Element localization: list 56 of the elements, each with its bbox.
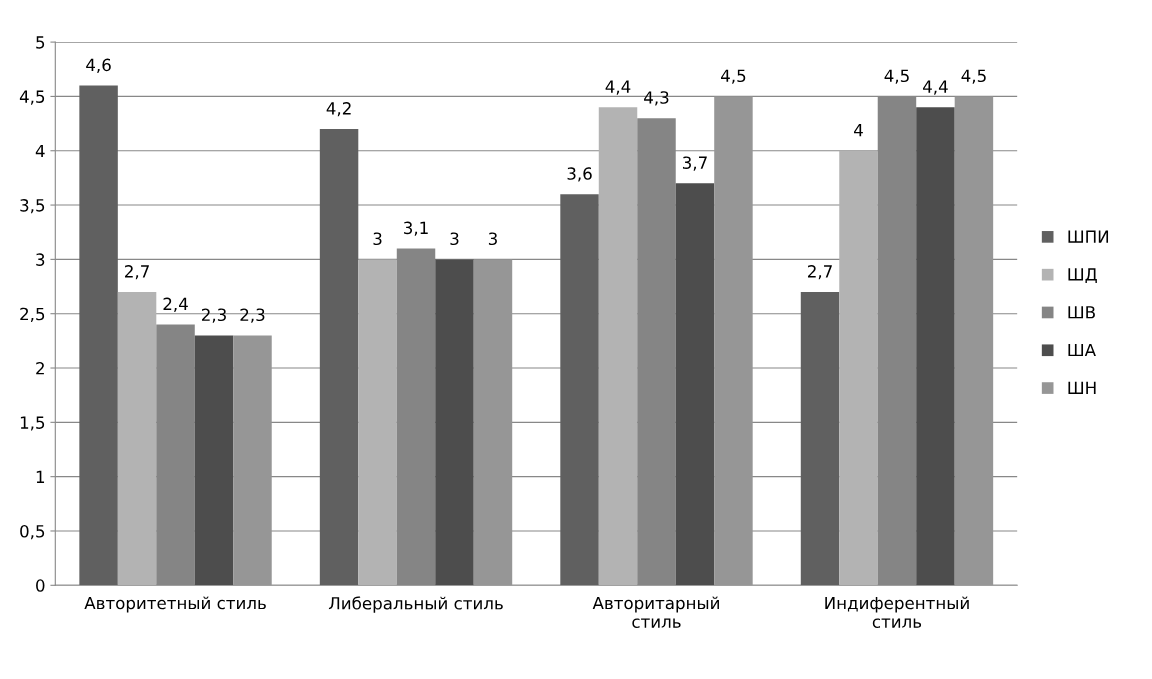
bar (319, 129, 359, 586)
data-label: 4,5 (961, 69, 986, 84)
bar (79, 85, 118, 586)
bar (435, 259, 474, 586)
y-tick-label: 1 (36, 470, 45, 483)
data-label: 4,5 (721, 69, 746, 84)
y-tick-label: 1,5 (20, 416, 45, 431)
y-tick-label: 3,5 (20, 199, 45, 214)
data-label: 2,3 (240, 308, 265, 323)
data-label: 4,2 (326, 102, 351, 117)
bar (675, 183, 715, 586)
x-tick-label: Авторитарный стиль (592, 596, 719, 628)
legend-label: ШВ (1068, 306, 1095, 319)
data-label: 2,7 (807, 265, 832, 280)
legend-label: ШПИ (1068, 230, 1109, 243)
legend-label: ШД (1068, 268, 1097, 284)
bar (714, 96, 753, 586)
bar (358, 259, 397, 586)
y-tick-label: 0 (36, 579, 45, 592)
data-label: 4,3 (644, 91, 669, 106)
y-tick-label: 5 (36, 36, 45, 49)
bar (560, 194, 599, 586)
bar (954, 96, 994, 586)
data-label: 4,4 (923, 80, 948, 95)
data-label: 3,1 (404, 221, 428, 236)
legend-label: ШН (1068, 381, 1096, 394)
data-label: 2,3 (201, 308, 226, 323)
bar (117, 291, 157, 586)
data-label: 3 (373, 232, 382, 246)
bar (916, 107, 955, 586)
data-label: 3,6 (567, 167, 592, 182)
y-tick-label: 0,5 (20, 524, 45, 540)
data-label: 2,4 (163, 297, 188, 312)
bar (473, 259, 513, 586)
data-label: 3,7 (682, 156, 707, 171)
data-label: 4,5 (884, 69, 909, 84)
data-label: 3 (450, 232, 459, 246)
data-label: 4,6 (86, 58, 111, 73)
data-label: 2,7 (125, 265, 149, 280)
x-tick-label: Авторитетный стиль (84, 596, 266, 613)
x-tick-label: Либеральный стиль (328, 596, 503, 613)
y-tick-label: 3 (36, 253, 45, 266)
x-tick-label: Индиферентный стиль (825, 596, 969, 628)
bar (800, 291, 840, 586)
y-tick-label: 4,5 (19, 90, 45, 105)
bar (194, 335, 234, 586)
y-tick-label: 2 (36, 361, 44, 375)
data-label: 4 (854, 124, 863, 137)
data-label: 3 (488, 232, 497, 246)
y-tick-label: 4 (35, 144, 45, 158)
bar (233, 335, 272, 586)
legend-label: ША (1068, 343, 1096, 357)
data-label: 4,4 (605, 80, 631, 95)
bar (839, 150, 878, 586)
y-tick-label: 2,5 (20, 307, 45, 322)
bar (598, 107, 638, 586)
